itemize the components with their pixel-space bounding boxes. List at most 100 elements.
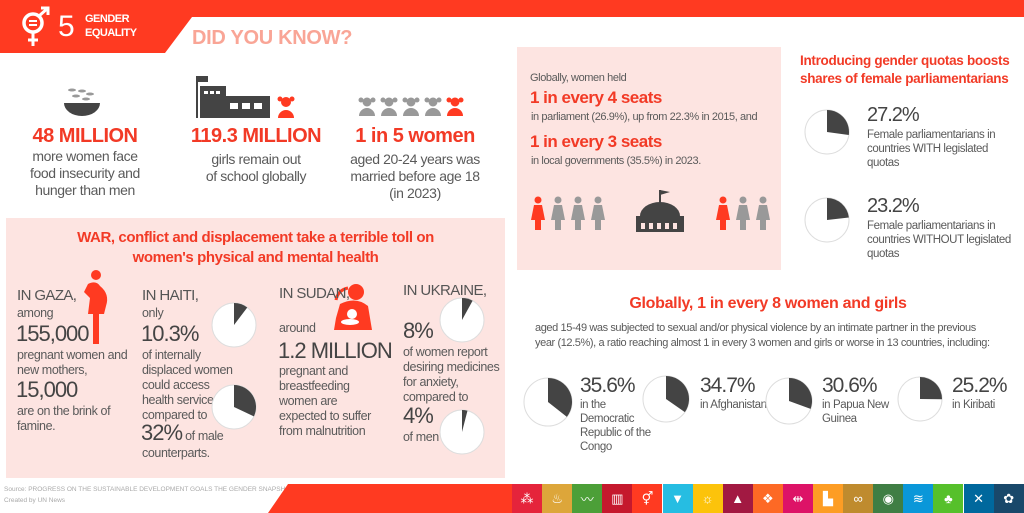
ukraine-text1: of women report desiring medicines for anx… <box>403 345 500 405</box>
afghanistan-pie <box>642 375 690 423</box>
title-line: shares of female parliamentarians <box>800 71 1009 86</box>
text-line: Female parliamentarians in <box>867 220 996 232</box>
woman-icon <box>716 196 730 230</box>
text-line: women are <box>279 394 338 408</box>
gaza-text1: pregnant women and new mothers, <box>17 348 128 378</box>
girl-icon <box>424 97 442 116</box>
sdg-goal-3-tile: 〰 <box>572 484 603 513</box>
text-line: new mothers, <box>17 363 88 377</box>
haiti-num2: 32% <box>141 420 183 445</box>
text-line: pregnant women and <box>17 348 128 362</box>
pregnant-woman-icon <box>84 270 108 344</box>
source-text: Source: PROGRESS ON THE SUSTAINABLE DEVE… <box>4 486 311 493</box>
sdg-goal-12-tile: ∞ <box>843 484 874 513</box>
text-line: quotas <box>867 248 900 260</box>
text-line: breastfeeding <box>279 379 350 393</box>
text-line: in Papua New <box>822 399 889 411</box>
goal-title-line2: EQUALITY <box>85 27 137 39</box>
sdg-goal-2-tile: ♨ <box>542 484 573 513</box>
goal-title-line1: GENDER <box>85 13 130 25</box>
text-line: of school globally <box>205 168 307 184</box>
pie-slice <box>789 378 812 409</box>
pie-slice <box>920 377 942 400</box>
credit-text: Created by UN News <box>4 497 66 504</box>
sudan-heading: IN SUDAN, <box>279 285 350 302</box>
text-line: Democratic <box>580 413 635 425</box>
girl-icon <box>358 97 376 116</box>
text-line: famine. <box>17 419 56 433</box>
quota-without-pie <box>804 197 850 243</box>
sdg-goal-5-tile: ⚥ <box>632 484 663 513</box>
woman-icon <box>736 196 750 230</box>
text-line: in Afghanistan <box>700 399 767 411</box>
parliament-intro: Globally, women held <box>530 72 627 84</box>
parliament-panel <box>517 47 781 270</box>
stat-food-headline: 48 MILLION <box>32 125 138 147</box>
country-value: 30.6% <box>822 374 878 397</box>
country-stat: 30.6% in Papua New Guinea <box>822 374 889 426</box>
text-line: desiring medicines <box>403 360 500 374</box>
pie-slice <box>234 385 256 417</box>
haiti-heading: IN HAITI, <box>142 287 199 304</box>
violence-title: Globally, 1 in every 8 women and girls <box>629 295 907 312</box>
violence-text: aged 15-49 was subjected to sexual and/o… <box>535 321 990 351</box>
text-line: countries WITHOUT legislated <box>867 234 1011 246</box>
breastfeeding-mother-icon <box>334 284 372 330</box>
text-line: health services <box>142 393 220 407</box>
ukraine-women-pie <box>439 297 485 343</box>
girl-icon <box>446 97 464 116</box>
text-line: hunger than men <box>35 182 135 198</box>
sdg-goal-14-tile: ≋ <box>903 484 934 513</box>
ukraine-heading: IN UKRAINE, <box>403 282 487 299</box>
quota-without-value: 23.2% <box>867 195 920 217</box>
pie-slice <box>462 410 468 432</box>
footer-red-band <box>268 484 518 513</box>
text-line: displaced women <box>142 363 233 377</box>
sdg-goal-8-tile: ▲ <box>722 484 753 513</box>
food-bowl-icon <box>64 88 100 116</box>
war-panel <box>6 218 505 478</box>
stat-marriage-headline: 1 in 5 women <box>355 125 475 147</box>
did-you-know-heading: DID YOU KNOW? <box>192 27 353 49</box>
sdg-goal-7-tile: ☼ <box>692 484 723 513</box>
pie-slice <box>234 303 248 325</box>
text-line: year (12.5%), a ratio reaching almost 1 … <box>535 337 990 349</box>
text-line: of internally <box>142 348 201 362</box>
pie-slice <box>462 298 473 320</box>
haiti-text2b: counterparts. <box>142 446 210 460</box>
country-text: in Kiribati <box>952 398 1007 412</box>
gaza-num2: 15,000 <box>16 377 78 402</box>
text-line: Female parliamentarians in <box>867 129 996 141</box>
woman-icon <box>531 196 545 230</box>
text-line: compared to <box>403 390 469 404</box>
quota-with-pie <box>804 109 850 155</box>
text-line: Guinea <box>822 413 857 425</box>
women-group-right-icon <box>715 196 771 230</box>
goal-banner <box>0 0 200 53</box>
ukraine-text2: of men <box>403 430 439 444</box>
haiti-text1: of internally displaced women could access… <box>142 348 233 423</box>
country-text: in the Democratic Republic of the Congo <box>580 398 651 454</box>
war-title: WAR, conflict and displacement take a te… <box>6 228 505 268</box>
top-red-bar <box>0 0 1024 17</box>
haiti-num2-line: 32% of male <box>141 420 224 446</box>
text-line: are on the brink of <box>17 404 111 418</box>
title-line: women's physical and mental health <box>132 249 379 266</box>
sdg-goal-15-tile: ♣ <box>933 484 964 513</box>
parliament-building-icon <box>636 190 684 232</box>
sudan-num: 1.2 MILLION <box>278 338 393 363</box>
ukraine-num1: 8% <box>403 318 434 343</box>
goal-number: 5 <box>58 10 75 43</box>
haiti-num1: 10.3% <box>141 321 199 346</box>
gaza-text2: are on the brink of famine. <box>17 404 111 434</box>
text-line: Republic of the <box>580 427 651 439</box>
girl-icon <box>380 97 398 116</box>
woman-icon <box>591 196 605 230</box>
country-value: 35.6% <box>580 374 636 397</box>
text-line: aged 15-49 was subjected to sexual and/o… <box>535 322 976 334</box>
gaza-num1: 155,000 <box>16 321 90 346</box>
quota-without-text: Female parliamentarians in countries WITH… <box>867 219 1011 261</box>
text-line: compared to <box>142 408 208 422</box>
text-line: in Kiribati <box>952 399 995 411</box>
sdg-goal-4-tile: ▥ <box>602 484 633 513</box>
